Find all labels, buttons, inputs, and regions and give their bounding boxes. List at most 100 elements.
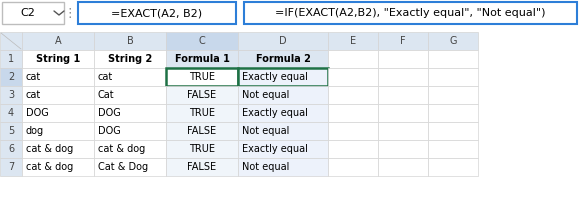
- Text: F: F: [400, 36, 406, 46]
- Bar: [378, 122, 428, 140]
- Bar: [328, 86, 378, 104]
- Text: Formula 1: Formula 1: [174, 54, 229, 64]
- Bar: [22, 50, 94, 68]
- Text: FALSE: FALSE: [188, 162, 217, 172]
- Bar: [238, 104, 328, 122]
- Bar: [0, 140, 22, 158]
- Bar: [238, 140, 328, 158]
- Text: cat & dog: cat & dog: [26, 144, 74, 154]
- Bar: [238, 86, 328, 104]
- Text: 1: 1: [8, 54, 14, 64]
- Text: cat & dog: cat & dog: [98, 144, 145, 154]
- Text: ⋮: ⋮: [64, 7, 76, 20]
- Text: FALSE: FALSE: [188, 126, 217, 136]
- Bar: [428, 68, 478, 86]
- Bar: [0, 68, 22, 86]
- Text: String 2: String 2: [108, 54, 152, 64]
- Bar: [94, 86, 166, 104]
- Text: C: C: [199, 36, 206, 46]
- Bar: [22, 158, 94, 176]
- Bar: [328, 122, 378, 140]
- Text: cat: cat: [26, 72, 41, 82]
- Bar: [328, 50, 378, 68]
- Text: E: E: [350, 36, 356, 46]
- Bar: [94, 158, 166, 176]
- Bar: [0, 104, 22, 122]
- Text: FALSE: FALSE: [188, 90, 217, 100]
- Bar: [378, 104, 428, 122]
- Text: Not equal: Not equal: [242, 126, 290, 136]
- Text: DOG: DOG: [98, 108, 121, 118]
- Text: =EXACT(A2, B2): =EXACT(A2, B2): [111, 8, 203, 18]
- Bar: [0, 32, 22, 50]
- Text: D: D: [279, 36, 287, 46]
- Bar: [428, 158, 478, 176]
- Bar: [22, 140, 94, 158]
- Bar: [78, 2, 236, 24]
- Bar: [328, 104, 378, 122]
- Text: TRUE: TRUE: [189, 108, 215, 118]
- Bar: [94, 50, 166, 68]
- Bar: [0, 158, 22, 176]
- Text: 6: 6: [8, 144, 14, 154]
- Text: G: G: [449, 36, 457, 46]
- Text: String 1: String 1: [36, 54, 80, 64]
- Text: A: A: [54, 36, 61, 46]
- Text: 7: 7: [8, 162, 14, 172]
- Bar: [166, 50, 238, 68]
- Bar: [238, 158, 328, 176]
- Bar: [378, 32, 428, 50]
- Text: Cat: Cat: [98, 90, 115, 100]
- Text: Not equal: Not equal: [242, 162, 290, 172]
- Bar: [378, 86, 428, 104]
- Bar: [94, 104, 166, 122]
- Bar: [94, 140, 166, 158]
- Text: TRUE: TRUE: [189, 144, 215, 154]
- Text: cat: cat: [26, 90, 41, 100]
- Bar: [94, 32, 166, 50]
- Bar: [166, 86, 238, 104]
- Text: Not equal: Not equal: [242, 90, 290, 100]
- Text: 5: 5: [8, 126, 14, 136]
- Bar: [238, 32, 328, 50]
- Bar: [22, 86, 94, 104]
- Bar: [428, 86, 478, 104]
- Bar: [378, 68, 428, 86]
- Text: C2: C2: [21, 8, 35, 18]
- Bar: [378, 140, 428, 158]
- Bar: [0, 50, 22, 68]
- Bar: [166, 32, 238, 50]
- Bar: [166, 104, 238, 122]
- Text: 3: 3: [8, 90, 14, 100]
- Bar: [166, 122, 238, 140]
- Text: Cat & Dog: Cat & Dog: [98, 162, 148, 172]
- Bar: [0, 122, 22, 140]
- Bar: [22, 32, 94, 50]
- Bar: [238, 122, 328, 140]
- Bar: [2, 2, 64, 24]
- Text: Exactly equal: Exactly equal: [242, 144, 308, 154]
- Text: =IF(EXACT(A2,B2), "Exactly equal", "Not equal"): =IF(EXACT(A2,B2), "Exactly equal", "Not …: [275, 8, 546, 18]
- Bar: [328, 32, 378, 50]
- Bar: [22, 122, 94, 140]
- Text: cat & dog: cat & dog: [26, 162, 74, 172]
- Bar: [428, 122, 478, 140]
- Bar: [22, 104, 94, 122]
- Text: B: B: [127, 36, 133, 46]
- Bar: [328, 158, 378, 176]
- Text: cat: cat: [98, 72, 113, 82]
- Bar: [378, 158, 428, 176]
- Bar: [428, 50, 478, 68]
- Bar: [166, 140, 238, 158]
- Bar: [166, 68, 238, 86]
- Bar: [238, 50, 328, 68]
- Bar: [244, 2, 577, 24]
- Text: Formula 2: Formula 2: [255, 54, 310, 64]
- Bar: [94, 122, 166, 140]
- Text: TRUE: TRUE: [189, 72, 215, 82]
- Bar: [328, 68, 378, 86]
- Text: DOG: DOG: [98, 126, 121, 136]
- Text: Exactly equal: Exactly equal: [242, 72, 308, 82]
- Bar: [378, 50, 428, 68]
- Bar: [428, 32, 478, 50]
